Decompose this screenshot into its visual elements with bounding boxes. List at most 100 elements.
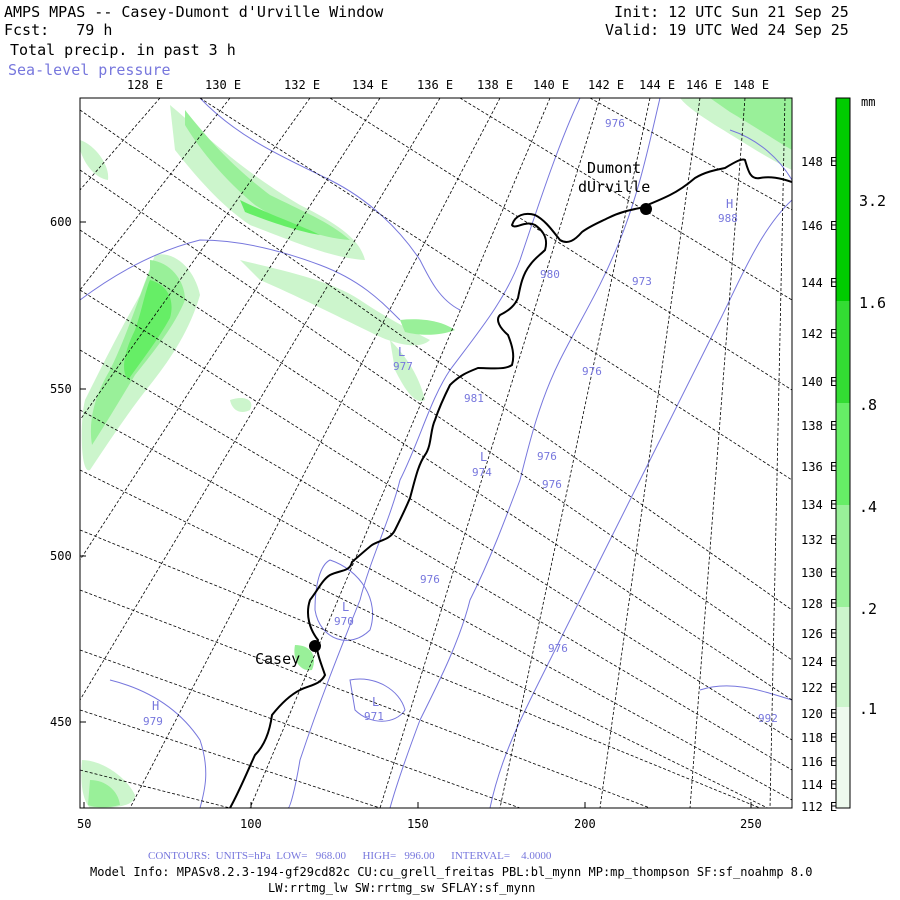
svg-text:974: 974 bbox=[472, 466, 492, 479]
svg-text:150: 150 bbox=[407, 817, 429, 831]
svg-text:976: 976 bbox=[537, 450, 557, 463]
svg-text:136 E: 136 E bbox=[417, 78, 453, 92]
colorbar-0-2 bbox=[836, 607, 850, 707]
svg-text:979: 979 bbox=[143, 715, 163, 728]
right-longitude-labels: 148 E 146 E 144 E 142 E 140 E 138 E 136 … bbox=[801, 155, 837, 814]
svg-text:148 E: 148 E bbox=[733, 78, 769, 92]
svg-text:134 E: 134 E bbox=[352, 78, 388, 92]
svg-text:122 E: 122 E bbox=[801, 681, 837, 695]
svg-text:992: 992 bbox=[758, 712, 778, 725]
colorbar-1-6 bbox=[836, 301, 850, 403]
svg-text:L: L bbox=[480, 450, 487, 464]
svg-text:146 E: 146 E bbox=[801, 219, 837, 233]
svg-text:116 E: 116 E bbox=[801, 755, 837, 769]
svg-text:971: 971 bbox=[364, 710, 384, 723]
svg-text:976: 976 bbox=[582, 365, 602, 378]
svg-text:970: 970 bbox=[334, 615, 354, 628]
svg-text:134 E: 134 E bbox=[801, 498, 837, 512]
svg-text:H: H bbox=[152, 699, 159, 713]
map-area: 976 980 973 976 981 974 976 976 977 976 … bbox=[80, 98, 792, 808]
svg-text:120 E: 120 E bbox=[801, 707, 837, 721]
x-axis-ticks: 50 100 150 200 250 bbox=[77, 802, 762, 831]
svg-text:450: 450 bbox=[50, 715, 72, 729]
svg-text:.1: .1 bbox=[859, 700, 877, 718]
svg-text:118 E: 118 E bbox=[801, 731, 837, 745]
svg-text:988: 988 bbox=[718, 212, 738, 225]
svg-text:H: H bbox=[726, 197, 733, 211]
svg-text:550: 550 bbox=[50, 382, 72, 396]
precip-colorbar: mm 3.2 1.6 .8 .4 .2 .1 bbox=[835, 95, 886, 809]
svg-text:L: L bbox=[372, 695, 379, 709]
svg-text:976: 976 bbox=[605, 117, 625, 130]
svg-text:976: 976 bbox=[542, 478, 562, 491]
svg-text:132 E: 132 E bbox=[284, 78, 320, 92]
svg-text:977: 977 bbox=[393, 360, 413, 373]
init-time: Init: 12 UTC Sun 21 Sep 25 bbox=[614, 3, 849, 21]
svg-text:136 E: 136 E bbox=[801, 460, 837, 474]
y-axis-ticks: 600 550 500 450 bbox=[50, 215, 86, 729]
svg-text:.4: .4 bbox=[859, 498, 877, 516]
svg-text:140 E: 140 E bbox=[801, 375, 837, 389]
precip-shading bbox=[80, 98, 792, 808]
svg-text:1.6: 1.6 bbox=[859, 294, 886, 312]
svg-text:50: 50 bbox=[77, 817, 91, 831]
dumont-durville-station-marker bbox=[640, 203, 652, 215]
svg-text:600: 600 bbox=[50, 215, 72, 229]
svg-text:128 E: 128 E bbox=[801, 597, 837, 611]
map-frame bbox=[79, 97, 793, 809]
svg-text:.2: .2 bbox=[859, 600, 877, 618]
svg-text:142 E: 142 E bbox=[801, 327, 837, 341]
svg-text:112 E: 112 E bbox=[801, 800, 837, 814]
svg-text:100: 100 bbox=[240, 817, 262, 831]
colorbar-0-4 bbox=[836, 505, 850, 607]
svg-text:142 E: 142 E bbox=[588, 78, 624, 92]
svg-text:.8: .8 bbox=[859, 396, 877, 414]
svg-text:140 E: 140 E bbox=[533, 78, 569, 92]
overlay-label: Sea-level pressure bbox=[8, 61, 171, 79]
model-info-physics: LW:rrtmg_lw SW:rrtmg_sw SFLAY:sf_mynn bbox=[268, 881, 536, 895]
contour-info: CONTOURS: UNITS=hPa LOW= 968.00 HIGH= 99… bbox=[148, 850, 552, 862]
valid-time: Valid: 19 UTC Wed 24 Sep 25 bbox=[605, 21, 849, 39]
svg-text:146 E: 146 E bbox=[686, 78, 722, 92]
latlon-grid bbox=[80, 98, 792, 808]
svg-text:250: 250 bbox=[740, 817, 762, 831]
colorbar-0-1 bbox=[836, 707, 850, 808]
field-label: Total precip. in past 3 h bbox=[10, 41, 236, 59]
svg-text:500: 500 bbox=[50, 549, 72, 563]
top-longitude-labels: 128 E 130 E 132 E 134 E 136 E 138 E 140 … bbox=[127, 78, 769, 92]
svg-text:114 E: 114 E bbox=[801, 778, 837, 792]
svg-text:128 E: 128 E bbox=[127, 78, 163, 92]
dumont-label-line2: dUrville bbox=[578, 178, 650, 196]
svg-text:980: 980 bbox=[540, 268, 560, 281]
contour-labels: 976 980 973 976 981 974 976 976 977 976 … bbox=[143, 117, 778, 728]
svg-text:130 E: 130 E bbox=[801, 566, 837, 580]
model-info: Model Info: MPASv8.2.3-194-gf29cd82c CU:… bbox=[90, 865, 813, 879]
colorbar-3-2 bbox=[836, 98, 850, 301]
colorbar-unit: mm bbox=[861, 95, 875, 109]
svg-text:132 E: 132 E bbox=[801, 533, 837, 547]
svg-text:3.2: 3.2 bbox=[859, 192, 886, 210]
svg-text:976: 976 bbox=[420, 573, 440, 586]
svg-text:973: 973 bbox=[632, 275, 652, 288]
svg-text:L: L bbox=[398, 345, 405, 359]
svg-text:L: L bbox=[342, 600, 349, 614]
dumont-label-line1: Dumont bbox=[587, 159, 641, 177]
svg-text:130 E: 130 E bbox=[205, 78, 241, 92]
colorbar-0-8 bbox=[836, 403, 850, 505]
pressure-centers: H L L L H L bbox=[152, 197, 733, 713]
svg-text:144 E: 144 E bbox=[801, 276, 837, 290]
svg-text:976: 976 bbox=[548, 642, 568, 655]
casey-station-marker bbox=[309, 640, 321, 652]
svg-text:981: 981 bbox=[464, 392, 484, 405]
casey-label: Casey bbox=[255, 650, 300, 668]
map-title: AMPS MPAS -- Casey-Dumont d'Urville Wind… bbox=[4, 3, 384, 21]
svg-text:138 E: 138 E bbox=[477, 78, 513, 92]
svg-text:124 E: 124 E bbox=[801, 655, 837, 669]
svg-text:138 E: 138 E bbox=[801, 419, 837, 433]
svg-text:148 E: 148 E bbox=[801, 155, 837, 169]
forecast-hour: Fcst: 79 h bbox=[4, 21, 113, 39]
svg-text:144 E: 144 E bbox=[639, 78, 675, 92]
svg-text:126 E: 126 E bbox=[801, 627, 837, 641]
svg-text:200: 200 bbox=[574, 817, 596, 831]
